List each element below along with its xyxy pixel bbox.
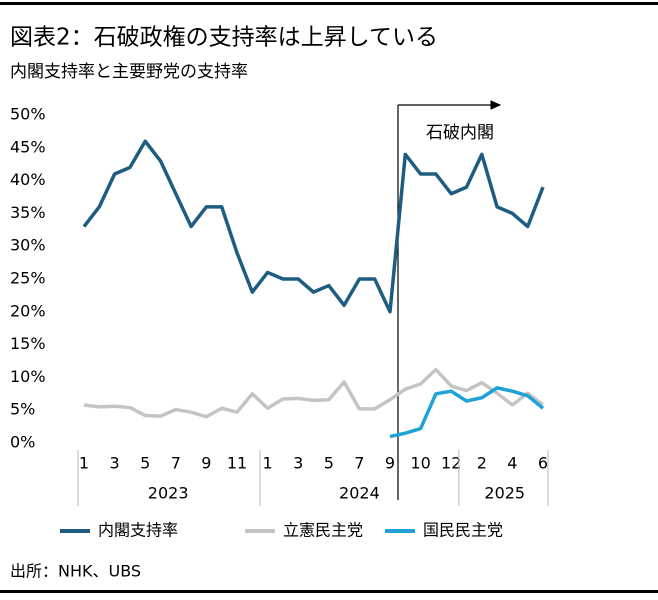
x-tick-label: 5 <box>324 454 334 473</box>
y-tick-label: 0% <box>10 433 35 452</box>
bottom-rule <box>0 590 658 593</box>
x-tick-label: 1 <box>263 454 273 473</box>
x-tick-label: 7 <box>171 454 181 473</box>
y-tick-label: 10% <box>10 367 46 386</box>
x-tick-label: 2 <box>477 454 487 473</box>
x-tick-label: 11 <box>227 454 247 473</box>
x-tick-label: 4 <box>507 454 517 473</box>
chart-title: 図表2：石破政権の支持率は上昇している <box>10 25 438 51</box>
x-tick-label: 9 <box>201 454 211 473</box>
line-series <box>82 139 545 314</box>
x-tick-label: 3 <box>293 454 303 473</box>
x-tick-label: 12 <box>441 454 461 473</box>
x-group-label: 2025 <box>484 484 525 503</box>
y-tick-label: 40% <box>10 170 46 189</box>
source: 出所：NHK、UBS <box>10 562 141 581</box>
x-tick-label: 7 <box>354 454 364 473</box>
y-tick-label: 15% <box>10 334 46 353</box>
y-tick-label: 30% <box>10 236 46 255</box>
y-tick-label: 35% <box>10 203 46 222</box>
y-tick-label: 20% <box>10 301 46 320</box>
top-rule <box>0 2 658 5</box>
line-series <box>389 386 545 439</box>
y-tick-label: 5% <box>10 400 35 419</box>
y-tick-label: 45% <box>10 137 46 156</box>
y-tick-label: 50% <box>10 105 46 124</box>
x-tick-label: 5 <box>140 454 150 473</box>
x-tick-label: 3 <box>110 454 120 473</box>
legend-label: 立憲民主党 <box>283 521 363 540</box>
x-group-label: 2024 <box>339 484 380 503</box>
line-series <box>83 367 545 419</box>
x-tick-label: 10 <box>410 454 430 473</box>
x-tick-label: 9 <box>385 454 395 473</box>
legend-label: 内閣支持率 <box>98 521 178 540</box>
y-tick-label: 25% <box>10 269 46 288</box>
legend-label: 国民民主党 <box>423 521 503 540</box>
chart-subtitle: 内閣支持率と主要野党の支持率 <box>10 62 248 82</box>
x-group-label: 2023 <box>148 484 189 503</box>
x-tick-label: 1 <box>79 454 89 473</box>
x-tick-label: 6 <box>538 454 548 473</box>
annotation: 石破内閣 <box>426 123 494 143</box>
